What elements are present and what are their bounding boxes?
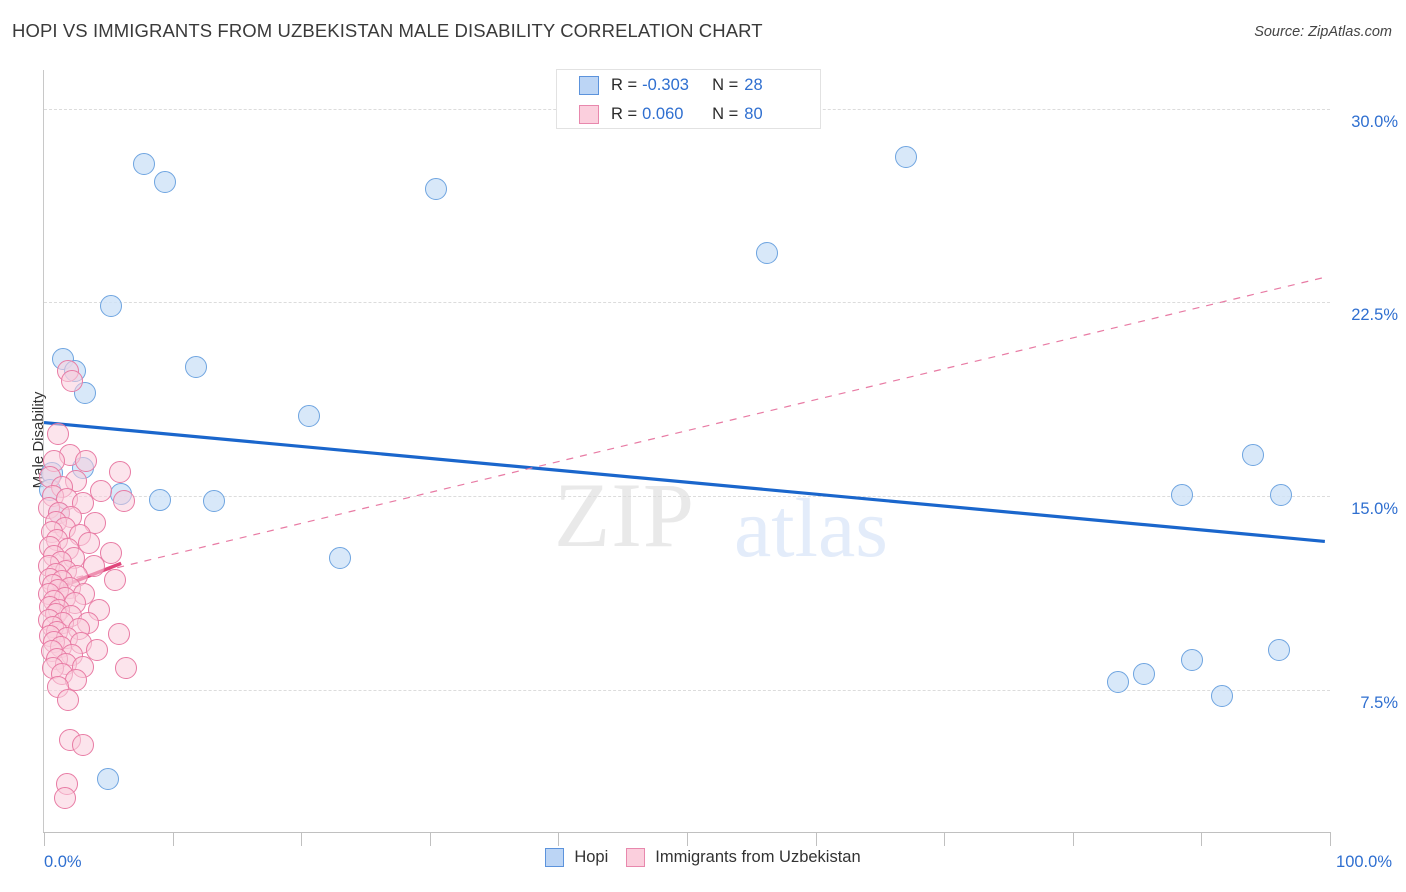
x-axis-tick <box>44 832 45 846</box>
data-point-hopi[interactable] <box>202 490 225 513</box>
page-title: HOPI VS IMMIGRANTS FROM UZBEKISTAN MALE … <box>12 20 763 41</box>
data-point-uzb[interactable] <box>61 370 84 393</box>
y-axis-tick-label: 30.0% <box>1351 112 1398 131</box>
data-point-hopi[interactable] <box>97 768 120 791</box>
data-point-hopi[interactable] <box>1106 671 1129 694</box>
data-point-uzb[interactable] <box>99 542 122 565</box>
data-point-uzb[interactable] <box>115 656 138 679</box>
x-axis-max-label: 100.0% <box>1336 853 1392 871</box>
data-point-hopi[interactable] <box>755 242 778 265</box>
data-point-hopi[interactable] <box>1171 483 1194 506</box>
legend-label-uzbekistan: Immigrants from Uzbekistan <box>655 848 861 866</box>
y-axis-tick-label: 7.5% <box>1360 693 1398 712</box>
trendline-hopi <box>43 420 1326 543</box>
data-point-hopi[interactable] <box>1210 685 1233 708</box>
stats-n-value-uzbekistan: 80 <box>744 104 763 123</box>
data-point-uzb[interactable] <box>75 450 98 473</box>
data-point-hopi[interactable] <box>425 177 448 200</box>
chart-legend: Hopi Immigrants from Uzbekistan <box>0 848 1406 867</box>
x-axis-tick <box>429 832 431 846</box>
stats-r-label-uzbekistan: R = <box>611 104 638 123</box>
x-axis-tick <box>1072 832 1074 846</box>
data-point-uzb[interactable] <box>85 638 108 661</box>
x-axis-tick <box>1201 832 1203 846</box>
data-point-hopi[interactable] <box>1241 443 1264 466</box>
x-axis-tick <box>687 832 688 846</box>
legend-swatch-hopi <box>545 848 565 867</box>
plot-area: ZIP atlas <box>38 70 1330 832</box>
data-point-hopi[interactable] <box>1267 638 1290 661</box>
data-point-hopi[interactable] <box>184 356 207 379</box>
data-point-hopi[interactable] <box>148 489 171 512</box>
x-axis-tick <box>944 832 946 846</box>
data-point-hopi[interactable] <box>297 405 320 428</box>
gridline <box>44 302 1330 304</box>
stats-r-label-hopi: R = <box>611 75 638 94</box>
stats-swatch-hopi <box>579 75 599 95</box>
data-point-uzb[interactable] <box>78 531 100 554</box>
data-point-uzb[interactable] <box>112 490 135 513</box>
data-point-hopi[interactable] <box>1270 483 1293 506</box>
gridline <box>44 689 1330 691</box>
trendline-immigrants-from-uzbekistan <box>49 276 1328 585</box>
stats-row-uzbekistan: R = 0.060 N = 80 <box>557 99 820 129</box>
x-axis-min-label: 0.0% <box>44 853 82 871</box>
x-axis-tick <box>815 832 817 846</box>
data-point-uzb[interactable] <box>103 569 126 592</box>
data-point-uzb[interactable] <box>57 689 80 712</box>
legend-item-uzbekistan[interactable]: Immigrants from Uzbekistan <box>626 848 861 867</box>
x-axis-tick <box>172 832 174 846</box>
data-point-hopi[interactable] <box>894 145 917 168</box>
data-point-hopi[interactable] <box>328 547 351 570</box>
y-axis-title-wrap: Male Disability <box>0 340 47 540</box>
data-point-uzb[interactable] <box>89 480 112 503</box>
stats-r-value-hopi: -0.303 <box>642 75 689 94</box>
data-point-uzb[interactable] <box>53 787 76 810</box>
legend-swatch-uzbekistan <box>626 848 646 867</box>
legend-label-hopi: Hopi <box>574 848 609 866</box>
data-point-uzb[interactable] <box>71 734 94 757</box>
legend-item-hopi[interactable]: Hopi <box>545 848 608 867</box>
source-attribution: Source: ZipAtlas.com <box>1254 24 1392 40</box>
x-axis-tick <box>301 832 303 846</box>
data-point-hopi[interactable] <box>153 171 176 194</box>
y-axis-tick-label: 22.5% <box>1351 306 1398 325</box>
data-point-uzb[interactable] <box>108 460 131 483</box>
gridline <box>44 496 1330 498</box>
stats-n-label-hopi: N = <box>712 75 739 94</box>
data-point-hopi[interactable] <box>1181 649 1204 672</box>
stats-n-value-hopi: 28 <box>744 75 763 94</box>
stats-swatch-uzbekistan <box>579 104 599 124</box>
x-axis-tick <box>558 832 560 846</box>
data-point-hopi[interactable] <box>133 153 156 176</box>
data-point-hopi[interactable] <box>1132 663 1155 686</box>
stats-row-hopi: R = -0.303 N = 28 <box>557 70 820 100</box>
data-point-uzb[interactable] <box>47 423 70 446</box>
stats-r-value-uzbekistan: 0.060 <box>642 104 684 123</box>
correlation-stats-box: R = -0.303 N = 28 R = 0.060 N = 80 <box>556 69 821 129</box>
trendlines <box>43 276 1328 593</box>
data-point-hopi[interactable] <box>99 295 122 318</box>
y-axis-tick-label: 15.0% <box>1351 500 1398 519</box>
stats-n-label-uzbekistan: N = <box>712 104 739 123</box>
x-axis-tick <box>1330 832 1331 846</box>
data-point-uzb[interactable] <box>107 623 130 646</box>
y-axis-line <box>43 70 44 833</box>
data-point-uzb[interactable] <box>83 554 106 577</box>
